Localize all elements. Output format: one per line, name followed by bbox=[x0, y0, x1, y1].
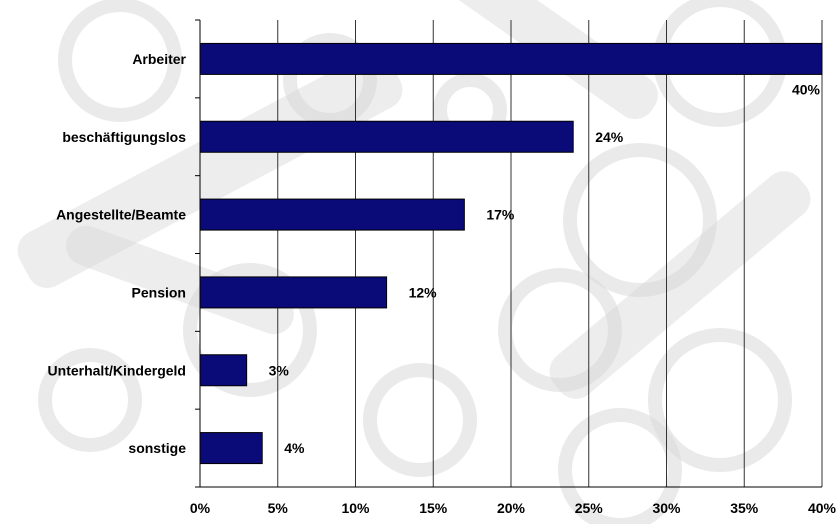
category-label: Arbeiter bbox=[132, 51, 186, 67]
x-tick-label: 0% bbox=[190, 500, 211, 516]
data-label: 12% bbox=[409, 284, 438, 300]
data-label: 4% bbox=[284, 440, 305, 456]
category-label: sonstige bbox=[128, 440, 186, 456]
data-label: 3% bbox=[269, 362, 290, 378]
data-label: 40% bbox=[792, 81, 821, 97]
bar bbox=[199, 354, 248, 387]
bar bbox=[199, 198, 465, 231]
background-shape bbox=[58, 0, 182, 122]
axes bbox=[195, 19, 822, 488]
x-tick-label: 30% bbox=[652, 500, 681, 516]
bar bbox=[199, 276, 388, 309]
x-tick-label: 20% bbox=[497, 500, 526, 516]
x-tick-label: 15% bbox=[419, 500, 448, 516]
x-tick-label: 25% bbox=[575, 500, 604, 516]
category-label: Unterhalt/Kindergeld bbox=[48, 362, 186, 378]
data-label: 24% bbox=[595, 129, 624, 145]
background-shape bbox=[549, 171, 811, 399]
background-shape bbox=[38, 348, 142, 452]
category-label: beschäftigungslos bbox=[62, 129, 186, 145]
labels: Arbeiter 40% beschäftigungslos 24% Angestell… bbox=[48, 51, 837, 516]
background-shape bbox=[558, 408, 682, 524]
data-label: 17% bbox=[486, 207, 515, 223]
background-shape bbox=[283, 33, 377, 127]
background-shape bbox=[648, 328, 792, 472]
background-shape bbox=[17, 51, 403, 289]
x-tick-label: 10% bbox=[341, 500, 370, 516]
x-tick-label: 40% bbox=[808, 500, 837, 516]
bar bbox=[199, 120, 574, 153]
category-label: Pension bbox=[132, 284, 186, 300]
category-label: Angestellte/Beamte bbox=[56, 207, 186, 223]
bars bbox=[199, 42, 823, 465]
bar bbox=[199, 432, 263, 465]
x-tick-label: 35% bbox=[730, 500, 759, 516]
x-tick-label: 5% bbox=[268, 500, 289, 516]
background-shape bbox=[363, 363, 477, 477]
background-shape bbox=[183, 263, 317, 397]
background-shape bbox=[498, 268, 622, 392]
bar bbox=[199, 42, 823, 75]
background-shape bbox=[563, 143, 717, 297]
